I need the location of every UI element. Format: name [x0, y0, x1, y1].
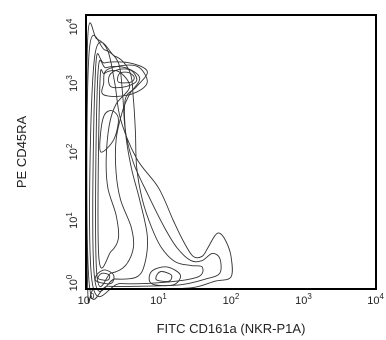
contour-level-9: [108, 68, 138, 89]
tick-labels: 100 101 102 103 104 100 101 102 103 104: [65, 18, 385, 307]
contour-lines: [86, 22, 233, 304]
contour-level-10: [117, 71, 135, 84]
x-tick-label: 104: [367, 292, 384, 307]
contour-level-12: [97, 272, 111, 281]
contour-level-6: [97, 69, 131, 269]
x-tick-label: 103: [295, 292, 312, 307]
contour-level-11: [94, 269, 115, 285]
contour-level-14: [155, 271, 173, 282]
x-axis-label: FITC CD161a (NKR-P1A): [157, 321, 306, 336]
x-tick-label: 102: [223, 292, 240, 307]
contour-level-3: [89, 41, 204, 297]
contour-level-7: [99, 110, 119, 153]
x-tick-label: 101: [150, 292, 167, 307]
y-axis-label: PE CD45RA: [14, 116, 29, 189]
contour-level-5: [95, 59, 141, 288]
y-tick-label: 104: [65, 18, 80, 35]
x-tick-label: 100: [78, 292, 95, 307]
contour-level-13: [148, 266, 181, 287]
y-tick-label: 102: [65, 143, 80, 160]
y-tick-label: 103: [65, 75, 80, 92]
contour-level-1: [86, 22, 233, 304]
y-tick-label: 100: [65, 274, 80, 291]
contour-level-4: [92, 53, 148, 292]
plot-frame: [85, 14, 377, 290]
contour-level-8: [101, 64, 148, 97]
y-tick-label: 101: [65, 212, 80, 229]
